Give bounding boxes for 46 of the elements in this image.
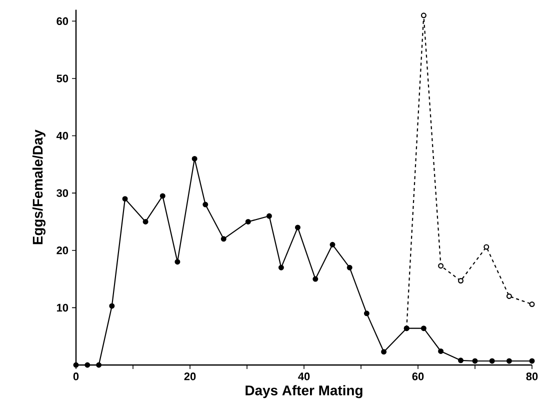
point xyxy=(346,264,352,270)
point xyxy=(174,259,180,265)
x-tick-label: 20 xyxy=(184,372,196,380)
y-tick-label: 20 xyxy=(56,246,68,254)
point xyxy=(122,196,128,202)
y-tick-label: 60 xyxy=(56,17,68,26)
y-tick-label: 40 xyxy=(56,132,68,140)
point xyxy=(294,224,300,230)
point xyxy=(192,156,198,162)
point xyxy=(458,278,464,284)
point xyxy=(364,310,370,316)
point xyxy=(420,326,426,332)
point xyxy=(529,358,535,364)
point xyxy=(489,358,495,364)
x-tick-label: 60 xyxy=(412,372,424,380)
y-axis-title: Eggs/Female/Day xyxy=(32,130,46,244)
point xyxy=(245,218,251,224)
x-tick-label: 0 xyxy=(73,372,79,380)
x-tick-label: 40 xyxy=(298,372,310,380)
point xyxy=(73,362,79,368)
point xyxy=(142,218,148,224)
point xyxy=(458,358,464,364)
point xyxy=(381,349,387,355)
point xyxy=(529,302,535,307)
y-tick-label: 10 xyxy=(56,304,68,312)
point xyxy=(506,293,512,299)
y-tick-label: 30 xyxy=(56,189,68,197)
point xyxy=(438,348,444,354)
y-tick-label: 50 xyxy=(56,74,68,82)
x-tick-label: 80 xyxy=(526,372,538,380)
point xyxy=(266,213,272,219)
point xyxy=(84,362,90,368)
point xyxy=(506,358,512,364)
point xyxy=(96,362,102,368)
point xyxy=(109,303,115,309)
x-axis-title: Days After Mating xyxy=(246,385,362,398)
point xyxy=(160,193,166,199)
point xyxy=(420,12,426,18)
point xyxy=(312,276,318,282)
point xyxy=(220,236,226,242)
point xyxy=(484,244,490,250)
point xyxy=(202,202,208,208)
point xyxy=(278,264,284,270)
point xyxy=(438,263,444,269)
point xyxy=(330,242,336,248)
point xyxy=(472,358,478,364)
